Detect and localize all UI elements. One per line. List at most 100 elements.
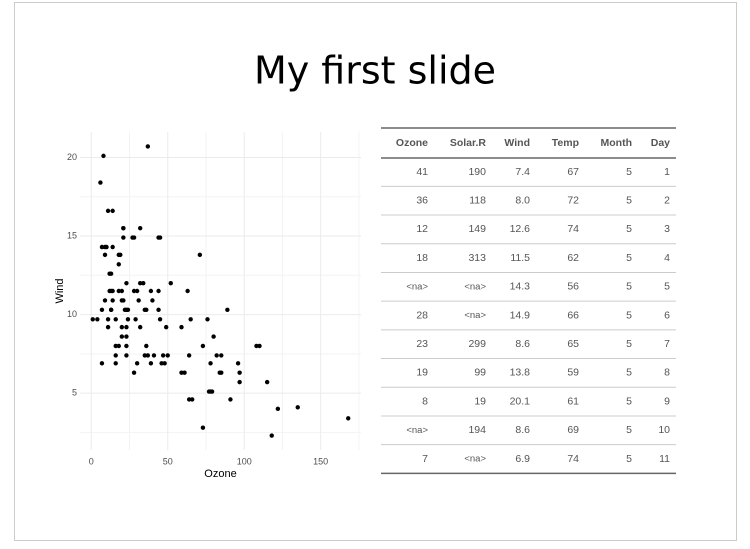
- point: [269, 433, 274, 438]
- point: [219, 370, 224, 375]
- point: [159, 361, 164, 366]
- point: [182, 370, 187, 375]
- point: [208, 361, 213, 366]
- y-tick-label: 20: [67, 152, 77, 162]
- point: [125, 307, 131, 313]
- table-cell: 11: [659, 453, 670, 465]
- point: [133, 317, 138, 322]
- point: [168, 280, 173, 286]
- table-cell: 65: [567, 338, 579, 350]
- table-cell: <na>: [406, 281, 428, 292]
- point: [188, 317, 193, 322]
- table-cell: 59: [567, 367, 579, 379]
- point: [102, 252, 108, 258]
- point: [219, 353, 224, 358]
- point: [124, 334, 129, 339]
- table-cell: 299: [468, 338, 486, 350]
- table-cell: 8.0: [515, 194, 530, 206]
- point: [102, 298, 108, 303]
- table-cell: 190: [468, 166, 486, 178]
- point: [186, 353, 192, 358]
- point: [110, 298, 115, 303]
- table-cell: 118: [469, 194, 486, 206]
- point: [119, 324, 125, 330]
- point: [116, 343, 121, 349]
- table-cell: 14.3: [510, 281, 531, 293]
- table-cell: 13.8: [510, 367, 531, 379]
- point: [131, 370, 137, 375]
- point: [108, 271, 114, 276]
- point: [105, 324, 111, 330]
- point: [98, 180, 103, 185]
- point: [148, 288, 154, 294]
- point: [116, 262, 121, 267]
- point: [200, 425, 206, 430]
- point: [121, 235, 126, 240]
- table-cell: 12: [416, 223, 428, 235]
- point: [125, 317, 131, 322]
- point: [144, 343, 149, 349]
- point: [208, 389, 213, 394]
- table-cell: 7.4: [515, 166, 530, 178]
- table-cell: 149: [468, 223, 486, 235]
- table-cell: 5: [626, 424, 632, 436]
- table-cell: 194: [468, 424, 486, 436]
- point: [179, 324, 184, 330]
- point: [162, 361, 167, 366]
- point: [95, 317, 100, 322]
- y-tick-label: 10: [67, 309, 77, 319]
- point: [131, 288, 137, 294]
- point: [137, 324, 143, 330]
- column-header: Month: [601, 137, 633, 149]
- point: [197, 252, 203, 258]
- table-cell: 5: [626, 453, 632, 465]
- point: [237, 370, 242, 375]
- table-cell: 5: [626, 338, 632, 350]
- table-cell: 8.6: [515, 338, 530, 350]
- x-tick-label: 150: [313, 456, 328, 466]
- point: [295, 405, 300, 410]
- point: [205, 317, 210, 322]
- slide-frame: [14, 2, 737, 541]
- table-cell: 74: [567, 453, 579, 465]
- table-cell: 10: [658, 424, 670, 436]
- slide-title: My first slide: [254, 49, 496, 93]
- table-cell: 23: [416, 338, 428, 350]
- table-cell: 5: [626, 281, 632, 293]
- table-cell: 62: [567, 252, 579, 264]
- x-axis-title: Ozone: [204, 468, 236, 480]
- table-cell: 99: [474, 367, 486, 379]
- y-axis-title: Wind: [54, 278, 66, 303]
- point: [163, 324, 169, 330]
- table-cell: 14.9: [510, 309, 531, 321]
- point: [237, 379, 242, 385]
- table-cell: 9: [664, 395, 670, 407]
- point: [134, 361, 140, 366]
- table-cell: 66: [567, 309, 579, 321]
- point: [99, 307, 105, 313]
- point: [99, 244, 105, 250]
- point: [145, 144, 151, 149]
- point: [142, 353, 147, 358]
- point: [124, 343, 129, 349]
- point: [136, 298, 141, 303]
- point: [101, 153, 106, 159]
- point: [119, 334, 125, 339]
- point: [113, 317, 118, 322]
- table-cell: 5: [626, 194, 632, 206]
- point: [102, 244, 108, 250]
- x-tick-label: 100: [237, 456, 252, 466]
- point: [235, 361, 241, 366]
- point: [108, 307, 114, 313]
- point: [156, 307, 161, 313]
- table-cell: <na>: [464, 454, 486, 465]
- point: [145, 353, 151, 358]
- point: [150, 298, 155, 303]
- point: [137, 225, 143, 231]
- point: [134, 288, 140, 294]
- table-cell: 5: [626, 395, 632, 407]
- table-cell: 5: [626, 166, 632, 178]
- column-header: Day: [651, 137, 670, 149]
- table-cell: 5: [626, 309, 632, 321]
